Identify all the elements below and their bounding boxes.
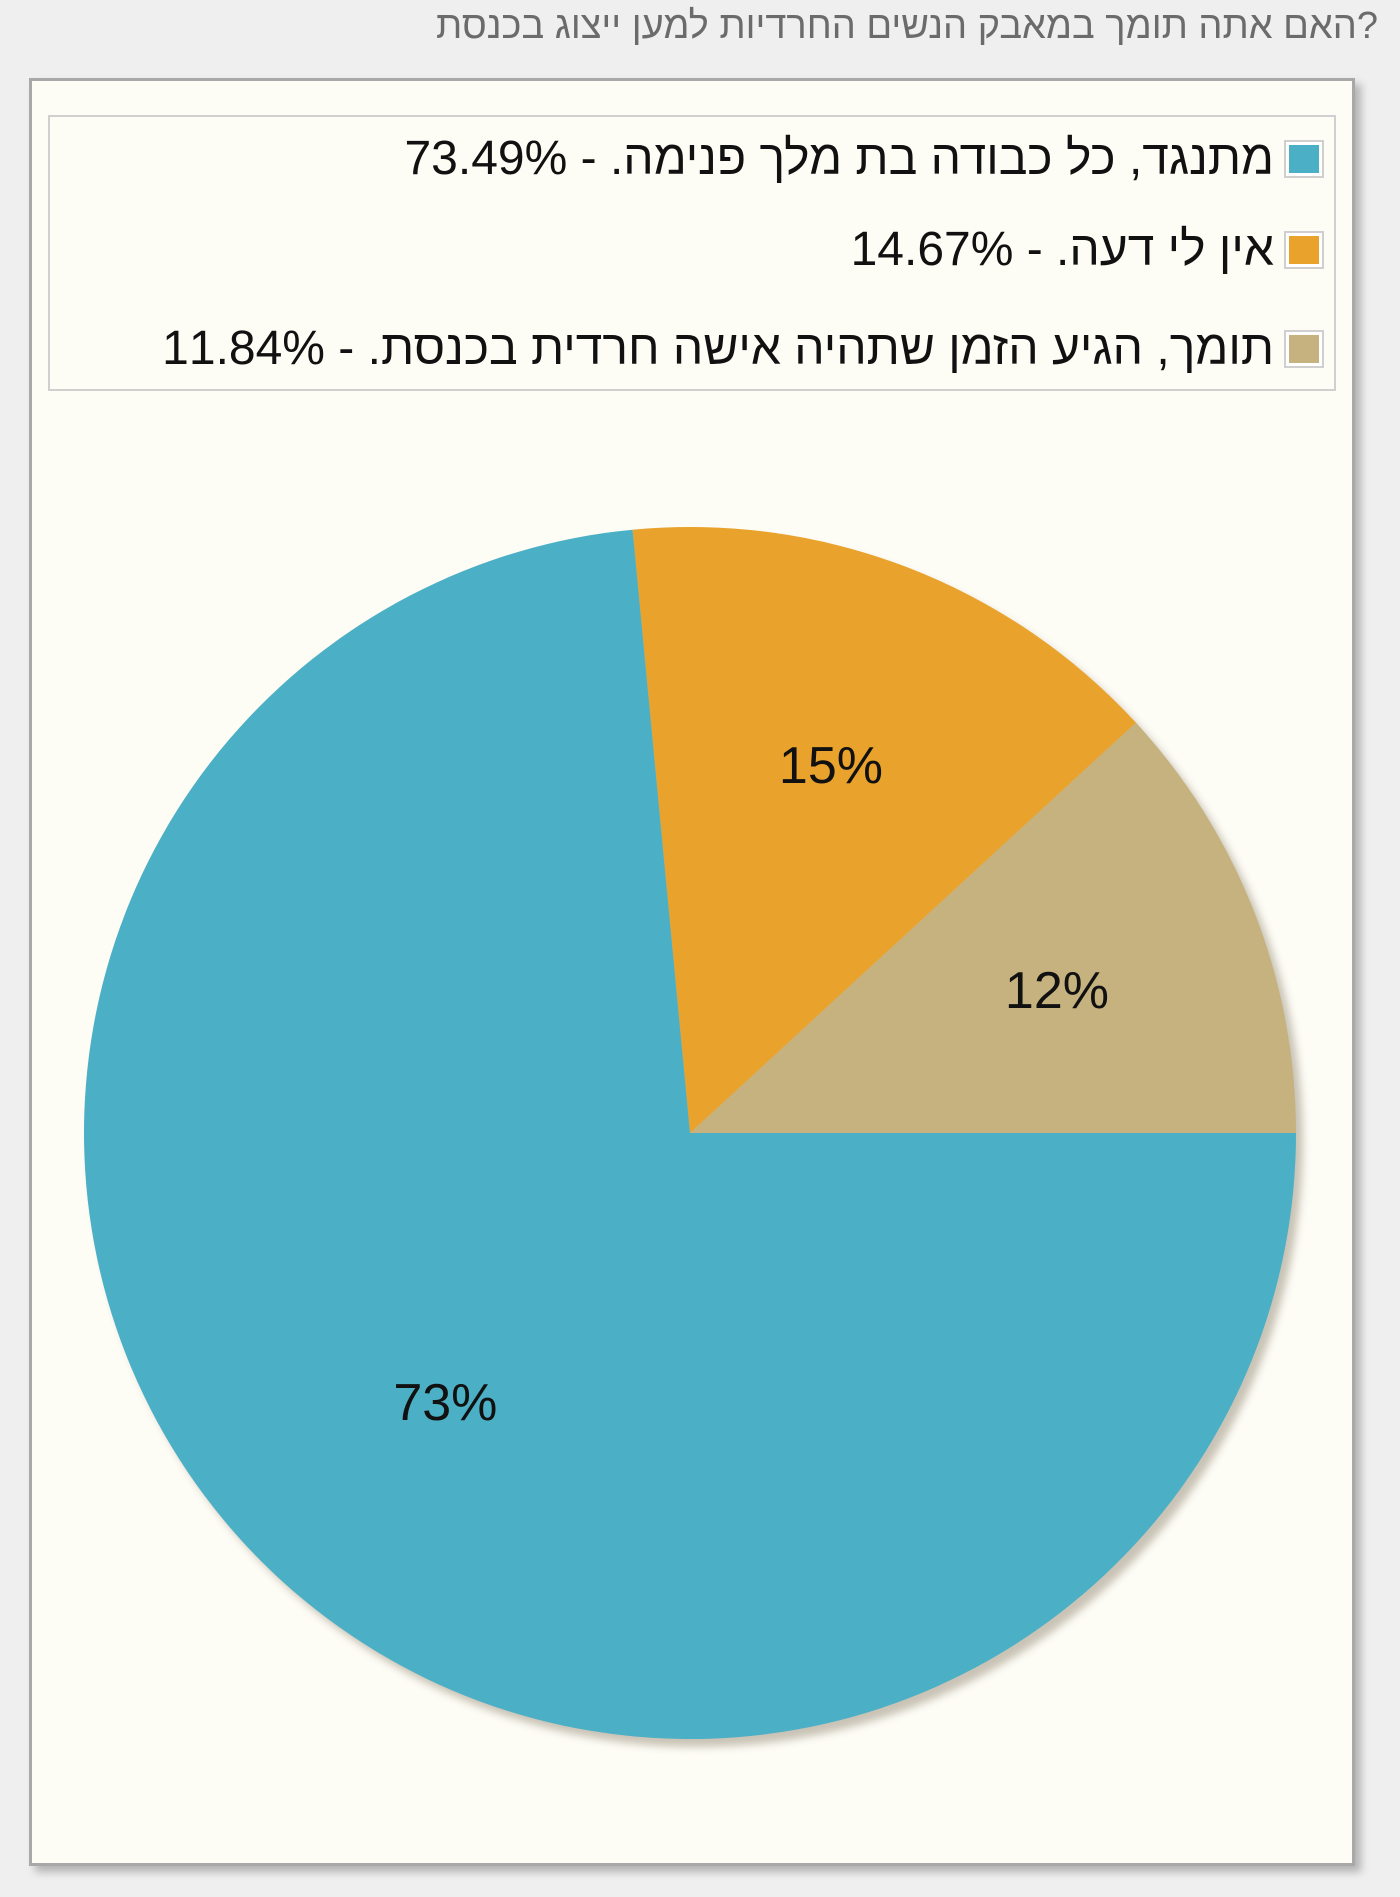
pie-slice-oppose xyxy=(84,529,1297,1740)
pie-slice-support xyxy=(690,722,1296,1133)
pie-label-support: 12% xyxy=(1005,962,1109,1020)
pie-label-oppose: 73% xyxy=(393,1374,497,1432)
legend-swatch-oppose xyxy=(1289,144,1319,173)
legend-swatch-frame xyxy=(1284,230,1324,269)
chart-legend: מתנגד, כל כבודה בת מלך פנימה. - 73.49% א… xyxy=(48,115,1336,391)
legend-label-support: תומך, הגיע הזמן שתהיה אישה חרדית בכנסת. … xyxy=(162,322,1274,375)
pie-chart-panel: מתנגד, כל כבודה בת מלך פנימה. - 73.49% א… xyxy=(29,78,1355,1866)
pie-chart: 12% 15% 73% xyxy=(84,527,1303,1747)
legend-swatch-frame xyxy=(1284,139,1324,178)
legend-label-oppose: מתנגד, כל כבודה בת מלך פנימה. - 73.49% xyxy=(404,132,1274,185)
question-title: ?האם אתה תומך במאבק הנשים החרדיות למען י… xyxy=(435,5,1378,47)
legend-label-no-opinion: אין לי דעה. - 14.67% xyxy=(850,223,1274,276)
pie-label-no-opinion: 15% xyxy=(779,737,883,795)
legend-item-no-opinion: אין לי דעה. - 14.67% xyxy=(58,200,1324,299)
legend-swatch-no-opinion xyxy=(1289,235,1319,264)
legend-swatch-frame xyxy=(1284,329,1324,368)
legend-item-support: תומך, הגיע הזמן שתהיה אישה חרדית בכנסת. … xyxy=(58,299,1324,398)
legend-item-oppose: מתנגד, כל כבודה בת מלך פנימה. - 73.49% xyxy=(58,117,1324,200)
legend-swatch-support xyxy=(1289,334,1319,363)
pie-slice-no-opinion xyxy=(632,527,1136,1133)
